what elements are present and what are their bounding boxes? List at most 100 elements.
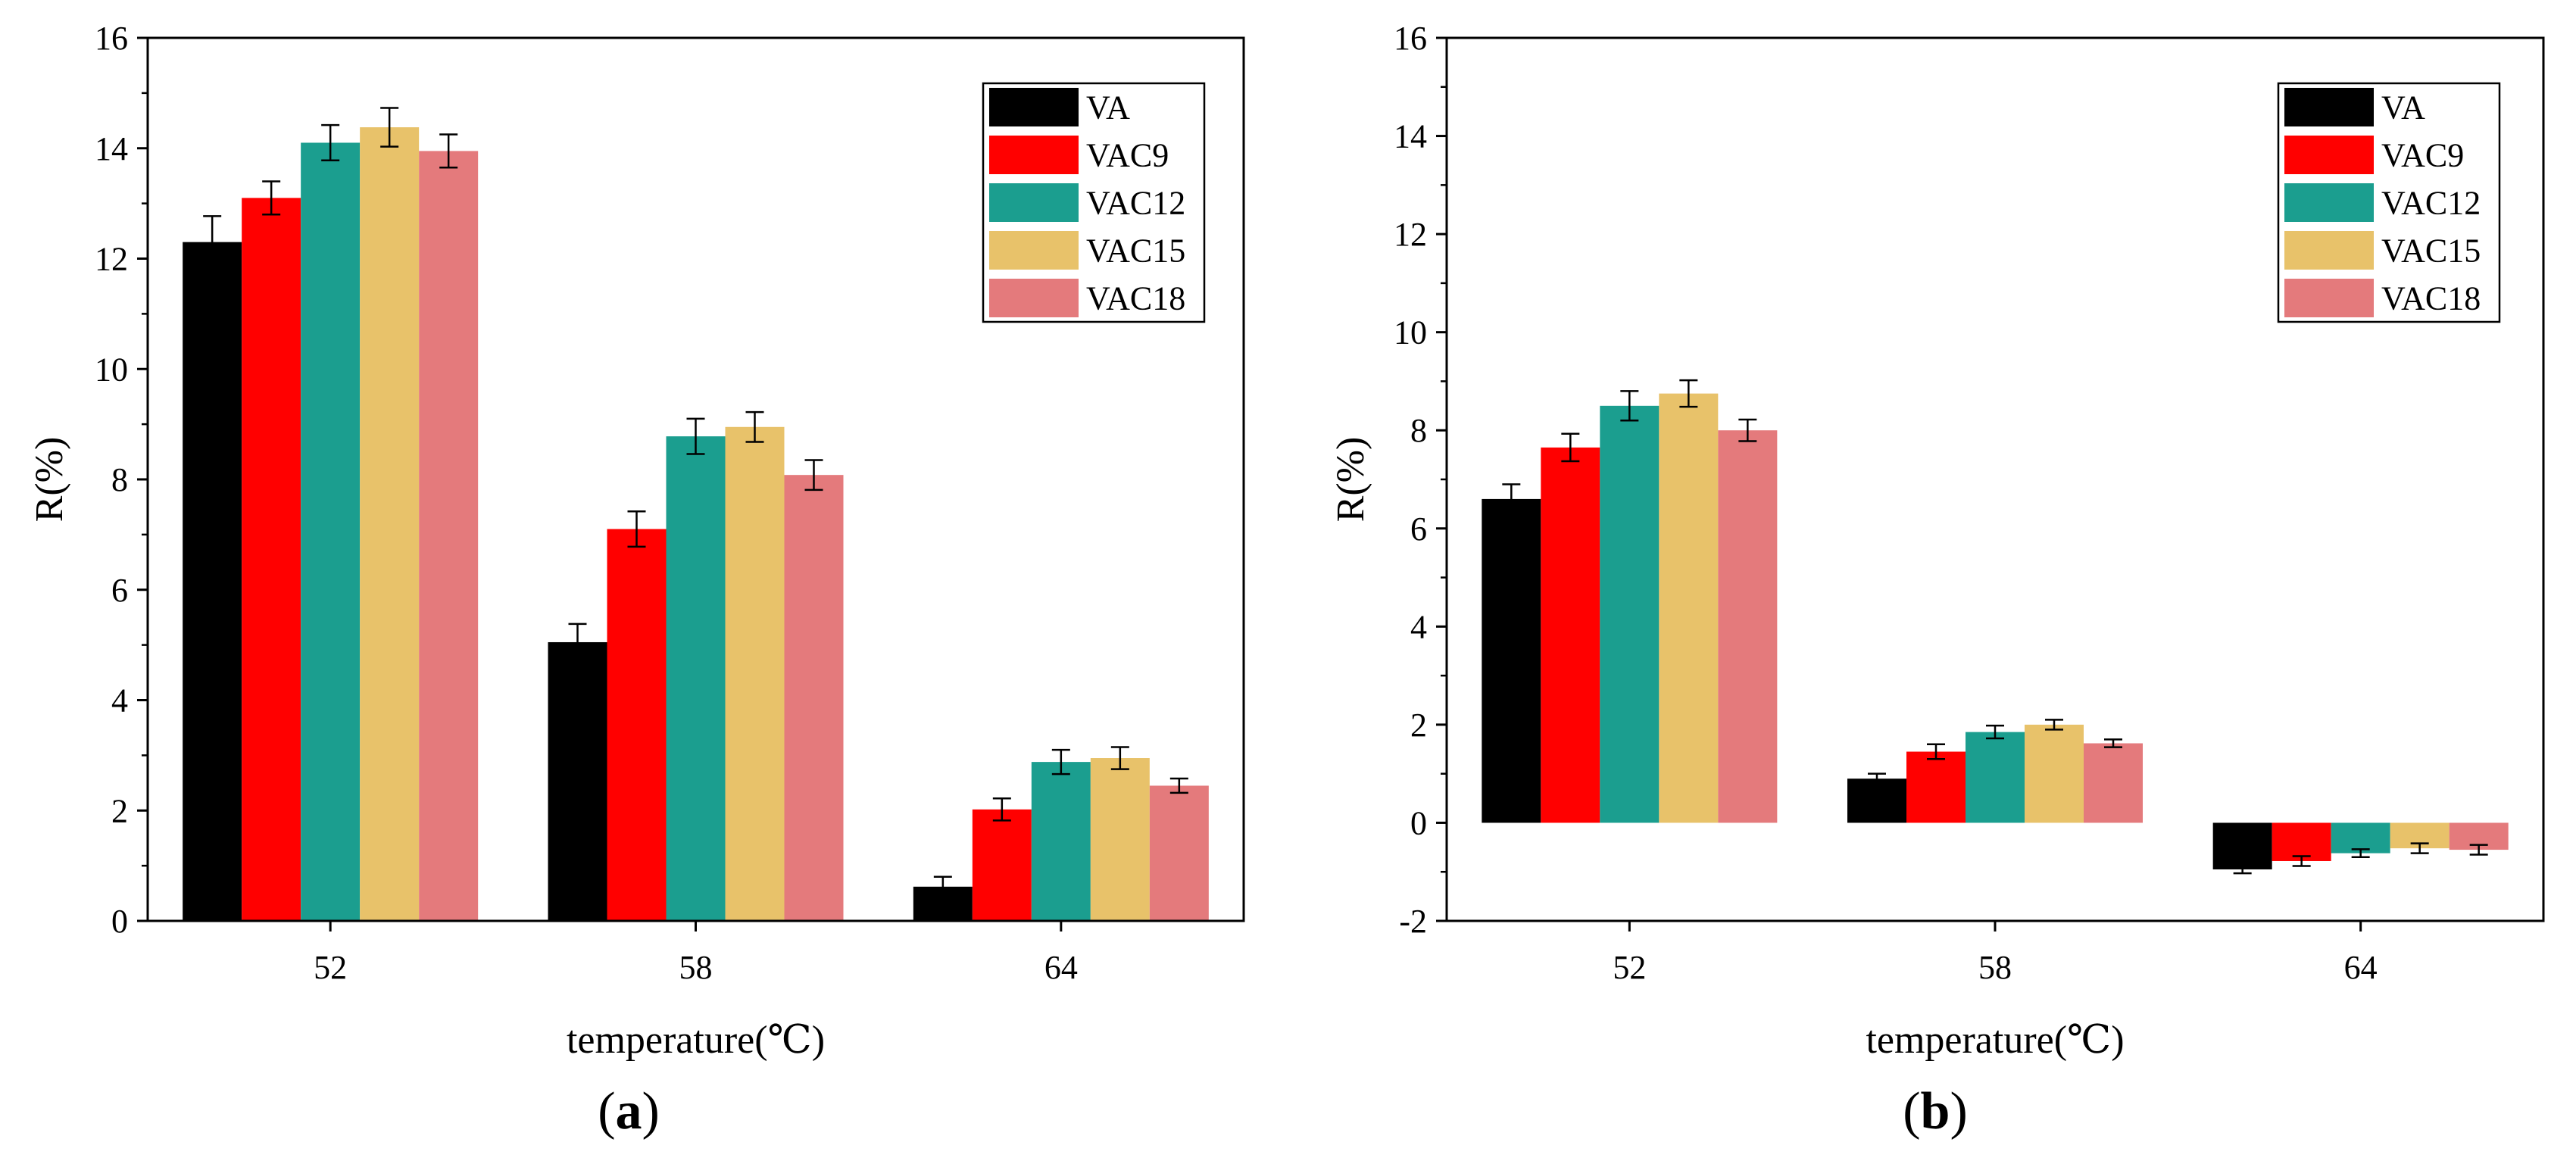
bar-vac12-64 [2331,822,2390,853]
bar-vac9-64 [972,809,1032,921]
x-tick-label: 64 [1044,949,1078,986]
bar-vac9-58 [607,529,667,921]
x-tick-label: 58 [679,949,713,986]
error-bar-vac9-52 [1561,432,1580,463]
panel-label: (a) [598,1082,660,1141]
error-bar-vac15-58 [2045,719,2063,731]
legend-swatch-vac9 [2284,136,2374,174]
legend-label-vac9: VAC9 [2381,137,2464,174]
bar-va-58 [1847,779,1906,823]
bar-vac18-58 [2084,743,2143,823]
error-bar-vac15-58 [745,410,764,443]
bar-vac15-52 [1659,393,1719,823]
error-bar-vac9-52 [262,180,281,216]
bar-vac9-52 [1541,447,1600,823]
legend-swatch-vac15 [989,231,1079,270]
error-bar-vac18-58 [804,459,823,492]
chart-panel-b: -2 0 2 4 6 8 10 12 14 16 52 58 64 temperature(℃) R(%) V… [1329,20,2545,1141]
x-tick-label: 58 [1978,949,2012,986]
error-bar-va-52 [203,215,222,270]
y-tick-label: 16 [95,20,128,57]
error-bar-vac9-58 [1927,743,1945,760]
bar-vac15-58 [2025,724,2084,823]
error-bar-va-64 [2233,864,2252,875]
y-axis-title: R(%) [28,437,71,523]
bar-vac18-64 [1149,785,1209,921]
legend: VA VAC9 VAC12 VAC15 VAC18 [982,82,1206,323]
panel-label: (b) [1903,1082,1968,1141]
error-bar-va-64 [933,875,952,898]
error-bar-va-52 [1502,483,1521,515]
legend-label-vac12: VAC12 [2381,185,2481,222]
error-bar-va-58 [1868,772,1886,785]
bar-vac12-58 [666,436,726,921]
legend-label-vac12: VAC12 [1086,185,1185,222]
y-tick-label: 0 [1410,804,1427,841]
error-bar-va-58 [568,623,587,662]
y-tick-label: 4 [111,682,128,719]
y-tick-label: 0 [111,903,128,940]
y-tick-label: 2 [111,792,128,829]
legend-swatch-vac18 [989,279,1079,317]
y-tick-label: 14 [95,130,128,167]
legend-label-va: VA [1086,89,1130,126]
bar-vac12-58 [1966,732,2025,823]
y-tick-label: 12 [1394,216,1427,253]
bar-vac18-52 [419,151,479,922]
error-bar-vac12-64 [2351,848,2370,859]
error-bar-vac12-58 [686,417,705,455]
legend-label-vac18: VAC18 [2381,280,2481,317]
y-axis-title: R(%) [1329,437,1372,523]
bar-vac15-52 [360,127,420,921]
legend-label-vac9: VAC9 [1086,137,1169,174]
legend-label-vac15: VAC15 [2381,232,2481,270]
error-bar-vac15-64 [1110,746,1129,770]
error-bar-vac15-52 [1679,379,1698,408]
error-bar-vac18-64 [2469,844,2488,856]
error-bar-vac18-64 [1169,777,1188,794]
bar-vac15-58 [725,426,785,921]
y-tick-label: 10 [1394,314,1427,351]
legend-swatch-vac15 [2284,231,2374,270]
bar-vac12-52 [1600,405,1660,823]
error-bar-vac9-64 [992,797,1011,822]
y-tick-label: 14 [1394,118,1427,155]
error-bar-vac15-64 [2410,842,2429,854]
legend-swatch-va [989,88,1079,126]
x-tick-label: 52 [314,949,347,986]
legend-label-va: VA [2381,89,2425,126]
bar-vac9-64 [2272,822,2331,861]
legend-swatch-vac12 [989,183,1079,222]
legend-label-vac18: VAC18 [1086,280,1185,317]
x-tick-label: 52 [1613,949,1646,986]
x-tick-label: 64 [2344,949,2378,986]
y-tick-label: -2 [1399,903,1427,940]
bar-vac12-52 [301,142,361,921]
bar-vac12-64 [1031,762,1091,921]
error-bar-vac15-52 [380,107,399,148]
y-tick-label: 6 [1410,510,1427,548]
y-tick-label: 2 [1410,707,1427,744]
bar-vac15-64 [1090,758,1150,921]
bar-vac18-52 [1718,430,1778,823]
y-tick-label: 4 [1410,608,1427,645]
x-axis-title: temperature(℃) [1866,1019,2124,1062]
y-tick-label: 6 [111,572,128,609]
legend-label-vac15: VAC15 [1086,232,1185,270]
bar-va-52 [1482,498,1541,823]
bar-va-52 [183,242,242,921]
legend-swatch-vac12 [2284,183,2374,222]
bar-va-58 [548,641,607,921]
error-bar-vac18-52 [1738,418,1757,442]
bar-vac18-58 [784,475,844,921]
bar-vac9-58 [1906,751,1966,823]
legend-swatch-va [2284,88,2374,126]
legend-swatch-vac18 [2284,279,2374,317]
bar-vac9-52 [242,198,301,921]
error-bar-vac12-52 [1620,390,1639,422]
y-tick-label: 16 [1394,20,1427,57]
error-bar-vac12-64 [1051,748,1070,775]
y-tick-label: 12 [95,241,128,278]
